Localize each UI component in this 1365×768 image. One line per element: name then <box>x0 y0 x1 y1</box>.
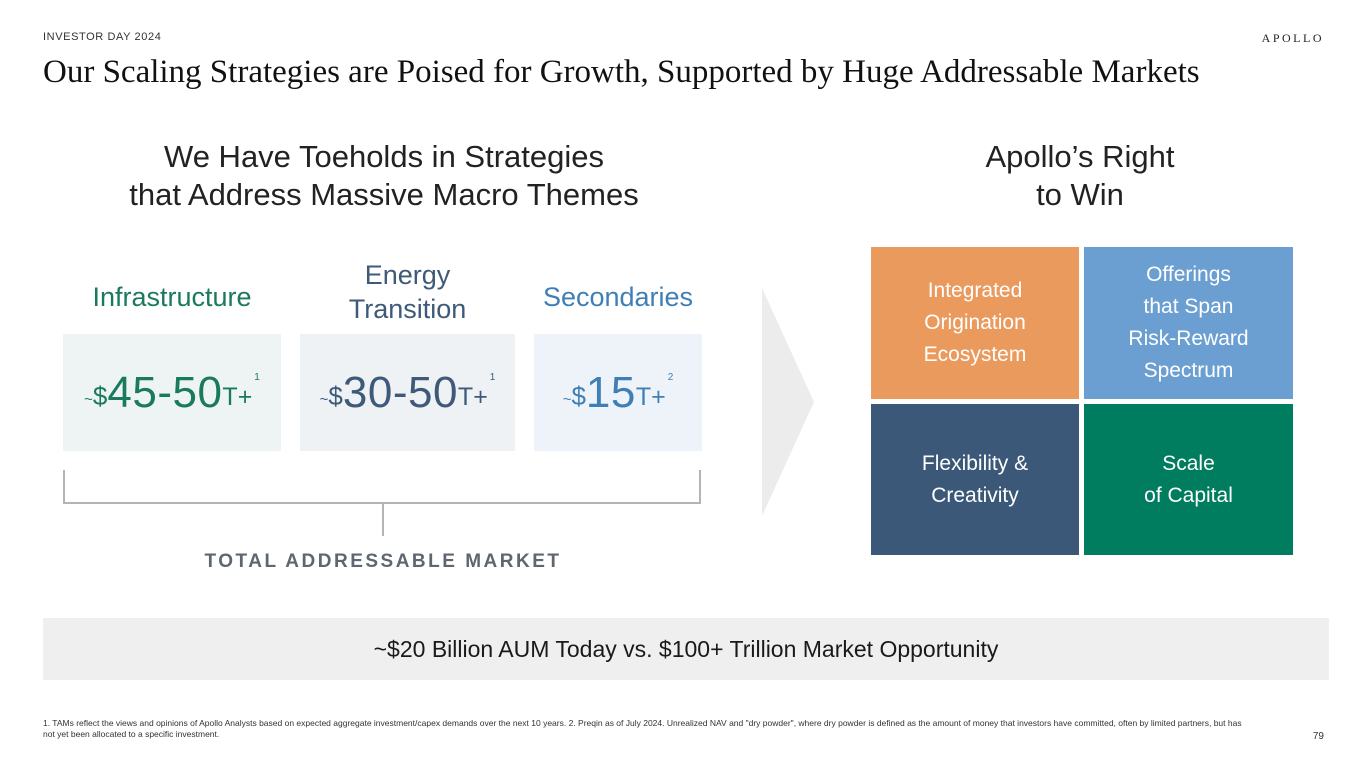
eyebrow-label: INVESTOR DAY 2024 <box>43 31 162 43</box>
footnote-ref: 1 <box>489 372 496 383</box>
dollar-sign: $ <box>92 381 108 411</box>
tile-offerings-risk-reward: Offerings that Span Risk-Reward Spectrum <box>1084 247 1293 399</box>
total-addressable-market-label: TOTAL ADDRESSABLE MARKET <box>204 551 562 572</box>
chevron-right-icon <box>762 288 814 516</box>
tile-text-line: Creativity <box>931 483 1019 507</box>
tile-text-line: Risk-Reward <box>1128 327 1249 350</box>
category-label-line: Secondaries <box>542 282 694 312</box>
infrastructure-value-box: ~ $ 45-50 T+ 1 <box>63 334 281 451</box>
right-heading: Apollo’s Right to Win <box>900 138 1260 214</box>
tam-unit: T+ <box>457 383 488 411</box>
right-heading-line-2: to Win <box>1036 177 1124 212</box>
tile-text-line: of Capital <box>1144 483 1233 507</box>
aum-banner: ~$20 Billion AUM Today vs. $100+ Trillio… <box>43 618 1329 680</box>
page-title: Our Scaling Strategies are Poised for Gr… <box>43 54 1200 90</box>
tam-unit: T+ <box>635 383 666 411</box>
tam-value: 15 <box>585 367 636 417</box>
category-secondaries-label: Secondaries <box>534 280 702 314</box>
aum-banner-text: ~$20 Billion AUM Today vs. $100+ Trillio… <box>373 635 999 662</box>
secondaries-value-box: ~ $ 15 T+ 2 <box>534 334 702 451</box>
left-heading-line-1: We Have Toeholds in Strategies <box>164 139 604 174</box>
tile-text-line: Flexibility & <box>921 451 1029 475</box>
tile-text-line: Ecosystem <box>923 343 1027 366</box>
tilde: ~ <box>84 391 93 408</box>
left-heading: We Have Toeholds in Strategies that Addr… <box>84 138 684 214</box>
category-label-line: Transition <box>348 294 467 324</box>
tam-bracket <box>63 470 701 504</box>
tilde: ~ <box>562 391 572 408</box>
left-heading-line-2: that Address Massive Macro Themes <box>129 177 639 212</box>
tile-scale-of-capital: Scale of Capital <box>1084 404 1293 555</box>
tam-unit: T+ <box>222 383 253 411</box>
tam-bracket-stem <box>382 504 384 536</box>
dollar-sign: $ <box>328 381 343 411</box>
right-heading-line-1: Apollo’s Right <box>985 139 1175 174</box>
apollo-logo: APOLLO <box>1261 31 1324 45</box>
category-energy-transition-label: Energy Transition <box>300 258 515 326</box>
footnote-ref: 2 <box>667 372 674 383</box>
tile-flexibility-creativity: Flexibility & Creativity <box>871 404 1079 555</box>
tile-text-line: Offerings <box>1146 263 1231 286</box>
footnote: 1. TAMs reflect the views and opinions o… <box>43 718 1242 739</box>
tilde: ~ <box>319 391 329 408</box>
category-label-line: Infrastructure <box>92 282 252 312</box>
tile-text-line: Scale <box>1162 451 1215 475</box>
energy-transition-value-box: ~ $ 30-50 T+ 1 <box>300 334 515 451</box>
dollar-sign: $ <box>571 381 586 411</box>
tam-value: 45-50 <box>107 367 223 417</box>
tile-text-line: Integrated <box>927 279 1023 302</box>
category-label-line: Energy <box>364 260 451 290</box>
page-number: 79 <box>1312 731 1324 742</box>
category-infrastructure-label: Infrastructure <box>63 280 281 314</box>
tile-text-line: that Span <box>1143 295 1234 318</box>
tam-value: 30-50 <box>342 367 458 417</box>
tile-integrated-origination: Integrated Origination Ecosystem <box>871 247 1079 399</box>
tile-text-line: Origination <box>924 311 1026 334</box>
footnote-ref: 1 <box>254 372 260 383</box>
tile-text-line: Spectrum <box>1143 359 1234 382</box>
